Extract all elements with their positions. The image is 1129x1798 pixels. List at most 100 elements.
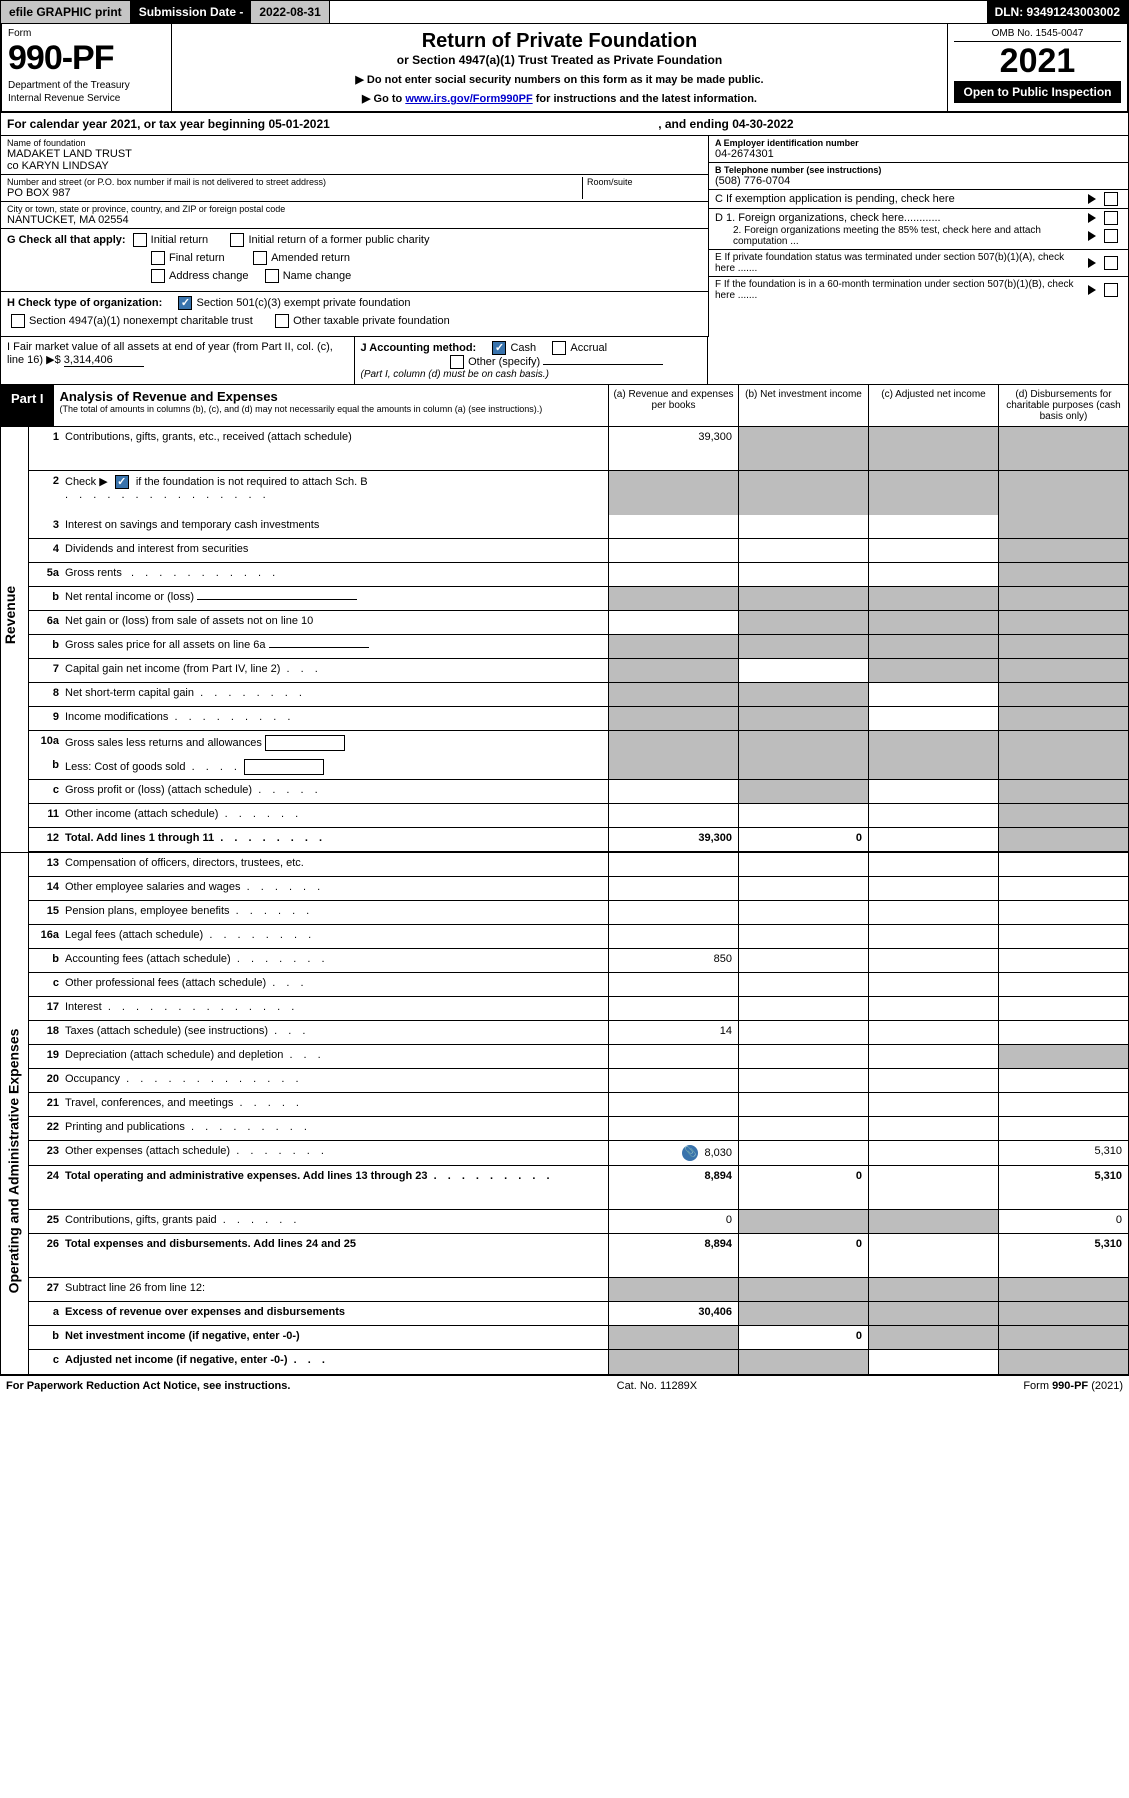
attachment-icon[interactable]: 📎 — [682, 1145, 698, 1161]
h-other: Other taxable private foundation — [293, 315, 450, 327]
line-num: b — [29, 587, 61, 610]
revenue-grid: Revenue 1Contributions, gifts, grants, e… — [0, 427, 1129, 852]
cb-initial-former[interactable] — [230, 233, 244, 247]
line-num: 12 — [29, 828, 61, 851]
cb-other-tax[interactable] — [275, 314, 289, 328]
line-num: b — [29, 635, 61, 658]
header-center: Return of Private Foundation or Section … — [172, 24, 947, 111]
subdate-label: Submission Date - — [131, 1, 252, 23]
expenses-grid: Operating and Administrative Expenses 13… — [0, 852, 1129, 1374]
line-num: 15 — [29, 901, 61, 924]
line-desc: Interest on savings and temporary cash i… — [61, 515, 608, 538]
g-amended: Amended return — [271, 252, 350, 264]
cb-d1[interactable] — [1104, 211, 1118, 225]
addr-label: Number and street (or P.O. box number if… — [7, 177, 582, 187]
efile-label[interactable]: efile GRAPHIC print — [1, 1, 131, 23]
cb-c[interactable] — [1104, 192, 1118, 206]
ein-label: A Employer identification number — [715, 138, 1122, 148]
note-goto: ▶ Go to www.irs.gov/Form990PF for instru… — [180, 92, 939, 105]
line-num: 24 — [29, 1166, 61, 1209]
line-num: 22 — [29, 1117, 61, 1140]
triangle-icon — [1088, 194, 1096, 204]
foundation-name2: co KARYN LINDSAY — [7, 160, 702, 172]
h-4947: Section 4947(a)(1) nonexempt charitable … — [29, 315, 253, 327]
line-desc: Other expenses (attach schedule) . . . .… — [61, 1141, 608, 1165]
g-initial-former: Initial return of a former public charit… — [248, 234, 429, 246]
open-public: Open to Public Inspection — [954, 81, 1121, 103]
i-value: 3,314,406 — [64, 354, 144, 367]
line-num: a — [29, 1302, 61, 1325]
h-501c3: Section 501(c)(3) exempt private foundat… — [196, 297, 410, 309]
g-label: G Check all that apply: — [7, 234, 126, 246]
cb-cash[interactable]: ✓ — [492, 341, 506, 355]
cell-a: 8,894 — [608, 1234, 738, 1277]
triangle-icon — [1088, 231, 1096, 241]
city-label: City or town, state or province, country… — [7, 204, 702, 214]
form-number: 990-PF — [8, 39, 165, 78]
line-desc: Net short-term capital gain . . . . . . … — [61, 683, 608, 706]
cb-501c3[interactable]: ✓ — [178, 296, 192, 310]
cb-4947[interactable] — [11, 314, 25, 328]
dept-treasury: Department of the Treasury — [8, 80, 165, 91]
cb-schb[interactable]: ✓ — [115, 475, 129, 489]
line-desc: Check ▶ ✓ if the foundation is not requi… — [61, 471, 608, 515]
col-a-header: (a) Revenue and expenses per books — [608, 385, 738, 426]
line-desc: Net rental income or (loss) — [61, 587, 608, 610]
addr-value: PO BOX 987 — [7, 187, 582, 199]
cell-a: 14 — [608, 1021, 738, 1044]
line-num: 14 — [29, 877, 61, 900]
cb-accrual[interactable] — [552, 341, 566, 355]
line-desc: Subtract line 26 from line 12: — [61, 1278, 608, 1301]
part1-header: Part I Analysis of Revenue and Expenses … — [0, 385, 1129, 427]
tel-label: B Telephone number (see instructions) — [715, 165, 1122, 175]
g-address: Address change — [169, 270, 249, 282]
cb-address[interactable] — [151, 269, 165, 283]
cb-e[interactable] — [1104, 256, 1118, 270]
cell-b: 0 — [738, 828, 868, 851]
line-num: 18 — [29, 1021, 61, 1044]
room-label: Room/suite — [587, 177, 702, 187]
cb-d2[interactable] — [1104, 229, 1118, 243]
foundation-name1: MADAKET LAND TRUST — [7, 148, 702, 160]
dln-label: DLN: 93491243003002 — [987, 1, 1128, 23]
line-num: c — [29, 973, 61, 996]
city-value: NANTUCKET, MA 02554 — [7, 214, 702, 226]
line-num: b — [29, 949, 61, 972]
line-desc: Total operating and administrative expen… — [61, 1166, 608, 1209]
g-checks: G Check all that apply: Initial return I… — [1, 229, 708, 292]
line-desc: Contributions, gifts, grants, etc., rece… — [61, 427, 608, 470]
j-note: (Part I, column (d) must be on cash basi… — [361, 369, 702, 380]
cb-other-acct[interactable] — [450, 355, 464, 369]
col-c-header: (c) Adjusted net income — [868, 385, 998, 426]
cb-amended[interactable] — [253, 251, 267, 265]
cell-a: 39,300 — [608, 427, 738, 470]
form-subtitle: or Section 4947(a)(1) Trust Treated as P… — [180, 53, 939, 67]
form-header: Form 990-PF Department of the Treasury I… — [0, 24, 1129, 113]
line-num: 20 — [29, 1069, 61, 1092]
line-desc: Other income (attach schedule) . . . . .… — [61, 804, 608, 827]
cb-f[interactable] — [1104, 283, 1118, 297]
irs-link[interactable]: www.irs.gov/Form990PF — [405, 93, 532, 105]
line-desc: Gross sales price for all assets on line… — [61, 635, 608, 658]
ijf-block: I Fair market value of all assets at end… — [0, 337, 1129, 385]
line-num: 6a — [29, 611, 61, 634]
d1-label: D 1. Foreign organizations, check here..… — [715, 212, 1084, 224]
line-num: 27 — [29, 1278, 61, 1301]
col-b-header: (b) Net investment income — [738, 385, 868, 426]
triangle-icon — [1088, 258, 1096, 268]
cb-initial[interactable] — [133, 233, 147, 247]
line-desc: Capital gain net income (from Part IV, l… — [61, 659, 608, 682]
triangle-icon — [1088, 213, 1096, 223]
tax-year: 2021 — [954, 42, 1121, 81]
cell-a: 39,300 — [608, 828, 738, 851]
line-num: c — [29, 780, 61, 803]
line-num: 3 — [29, 515, 61, 538]
cb-name[interactable] — [265, 269, 279, 283]
cell-d: 5,310 — [998, 1234, 1128, 1277]
cb-final[interactable] — [151, 251, 165, 265]
cell-d: 5,310 — [998, 1141, 1128, 1165]
h-label: H Check type of organization: — [7, 297, 162, 309]
note2-rest: for instructions and the latest informat… — [533, 93, 757, 105]
line-desc: Gross sales less returns and allowances — [61, 731, 608, 755]
line-desc: Other employee salaries and wages . . . … — [61, 877, 608, 900]
